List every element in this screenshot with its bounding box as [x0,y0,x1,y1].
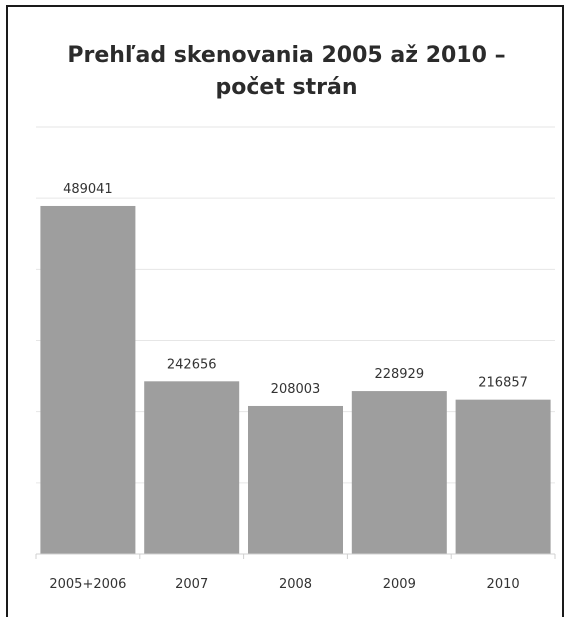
bar [40,205,136,554]
bar-value-label: 228929 [374,367,424,382]
bar-value-label: 489041 [63,182,113,197]
category-label: 2009 [383,577,416,592]
bar [144,381,240,554]
bar-value-label: 242656 [167,357,217,372]
chart-title: Prehľad skenovania 2005 až 2010 – počet … [0,40,573,104]
category-label: 2010 [487,577,520,592]
bar [455,399,551,554]
bar-value-label: 216857 [478,376,528,391]
category-label: 2008 [279,577,312,592]
bar-value-label: 208003 [271,382,321,397]
bar [248,405,343,554]
bar [351,391,447,554]
chart-title-line-2: počet strán [215,75,358,100]
category-label: 2007 [175,577,208,592]
chart-title-line-1: Prehľad skenovania 2005 až 2010 – [67,43,506,68]
category-label: 2005+2006 [49,577,126,592]
